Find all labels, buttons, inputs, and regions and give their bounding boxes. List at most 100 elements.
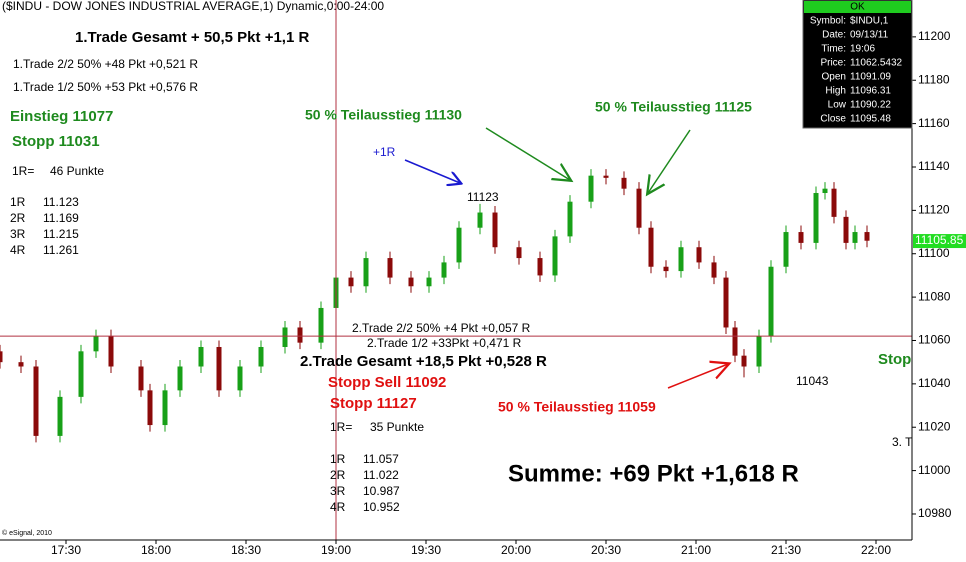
x-tick-label: 21:00 [681,543,711,557]
info-value: 11095.48 [850,114,891,125]
info-label: Low [828,100,847,111]
info-value: 11062.5432 [850,58,903,69]
candle-body [783,232,789,267]
candle-body [108,336,114,367]
candle-body [552,236,558,276]
annotation: 2R [330,468,346,482]
info-label: Price: [820,58,846,69]
annotation: 11.057 [363,452,399,466]
info-label: High [825,86,846,97]
candle-body [567,201,573,237]
annotation: 11.169 [43,211,79,225]
candle-body [588,175,594,202]
candle-body [852,232,858,243]
candle-body [93,336,99,352]
candle-body [162,390,168,426]
y-tick-label: 11080 [918,289,951,303]
info-label: Close [820,114,846,125]
y-tick-label: 11000 [918,463,951,477]
annotation: 11.123 [43,195,79,209]
annotation: 11.261 [43,243,79,257]
annotation: 2.Trade 2/2 50% +4 Pkt +0,057 R [352,321,531,335]
candle-body [603,175,609,178]
y-tick-label: 11200 [918,29,951,43]
annotation: 1.Trade 1/2 50% +53 Pkt +0,576 R [13,80,198,94]
y-tick-label: 11140 [918,159,950,173]
annotation: Summe: +69 Pkt +1,618 R [508,460,799,487]
candle-body [756,336,762,367]
info-box-header [804,1,911,13]
annotation: 3R [330,484,346,498]
candle-body [237,366,243,391]
info-box [802,0,913,129]
annotation: 2R [10,211,26,225]
annotation: Einstieg 11077 [10,108,113,125]
candle-body [843,216,849,243]
candle-body [0,351,3,363]
x-tick-label: 19:00 [321,543,351,557]
info-box-header-text: OK [850,2,865,13]
annotation: 11123 [467,190,499,204]
candle-body [621,177,627,189]
x-tick-label: 17:30 [51,543,81,557]
candle-body [822,188,828,194]
candle-body [18,362,24,367]
annotation: Stopp [878,351,921,368]
candle-body [147,390,153,426]
y-tick-label: 11100 [918,246,950,260]
info-value: 09/13/11 [850,30,889,41]
candle-body [831,188,837,217]
candle-body [441,262,447,278]
arrow [667,364,728,389]
candle-body [363,258,369,287]
info-label: Date: [822,30,846,41]
arrows [404,127,728,389]
annotation: 2.Trade 1/2 +33Pkt +0,471 R [367,336,522,350]
annotation: 4R [330,500,346,514]
x-tick-label: 21:30 [771,543,801,557]
last-price-label: 11105.85 [915,233,964,247]
annotation: 1.Trade Gesamt + 50,5 Pkt +1,1 R [75,29,309,46]
candle-body [768,266,774,337]
arrow [648,129,691,193]
annotation: 11043 [796,374,829,388]
candle-body [78,351,84,397]
y-tick-label: 11060 [918,333,951,347]
y-tick-label: 11180 [918,72,950,86]
candle-body [696,247,702,263]
candle-body [711,262,717,278]
candle-body [741,355,747,367]
annotation: Stopp Sell 11092 [328,374,446,391]
y-tick-label: 11020 [918,419,951,433]
x-tick-label: 18:30 [231,543,261,557]
candle-body [318,307,324,343]
candle-body [678,247,684,272]
y-tick-label: 11120 [918,203,950,217]
candle-body [138,366,144,391]
candle-body [516,247,522,259]
annotation: 1R= [12,164,34,178]
annotation: 4R [10,243,26,257]
candle-body [177,366,183,391]
annotation: 1R [10,195,26,209]
annotation: 46 Punkte [50,164,104,178]
annotation: 1R [330,452,346,466]
chart-title: ($INDU - DOW JONES INDUSTRIAL AVERAGE,1)… [2,0,384,13]
annotation: 50 % Teilausstieg 11125 [595,99,752,115]
candle-body [477,212,483,228]
annotation: 35 Punkte [370,420,424,434]
candle-body [456,227,462,263]
candle-body [723,277,729,328]
annotation: 10.952 [363,500,400,514]
candle-body [636,188,642,228]
info-value: 11096.31 [850,86,891,97]
annotation: +1R [373,145,396,159]
axis-panel [912,0,966,562]
last-price-box [913,234,966,249]
candle-body [663,266,669,272]
candle-body [198,346,204,367]
annotation: Stopp 11127 [330,395,417,412]
axis-panel-bottom [0,540,966,562]
annotation: 10.987 [363,484,400,498]
